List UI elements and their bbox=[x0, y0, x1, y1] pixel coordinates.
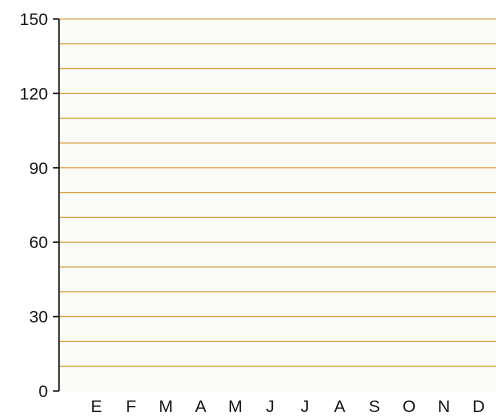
x-tick-label: A bbox=[334, 397, 346, 416]
plot-background bbox=[59, 19, 496, 391]
x-tick-label: M bbox=[228, 397, 242, 416]
y-tick-label: 90 bbox=[29, 159, 48, 178]
x-tick-label: F bbox=[126, 397, 136, 416]
x-tick-label: J bbox=[301, 397, 310, 416]
y-tick-label: 150 bbox=[20, 10, 48, 29]
x-tick-label: O bbox=[403, 397, 416, 416]
y-tick-label: 60 bbox=[29, 233, 48, 252]
gridlines bbox=[59, 18, 496, 367]
y-tick-label: 120 bbox=[20, 84, 48, 103]
y-axis: 0 30 60 90 120 150 bbox=[20, 10, 60, 401]
x-tick-label: N bbox=[438, 397, 450, 416]
x-tick-label: M bbox=[159, 397, 173, 416]
x-tick-label: D bbox=[472, 397, 484, 416]
y-tick-label: 30 bbox=[29, 308, 48, 327]
x-tick-label: J bbox=[266, 397, 275, 416]
x-tick-label: S bbox=[369, 397, 380, 416]
y-tick-label: 0 bbox=[39, 382, 48, 401]
x-tick-label: E bbox=[91, 397, 102, 416]
x-tick-label: A bbox=[195, 397, 207, 416]
